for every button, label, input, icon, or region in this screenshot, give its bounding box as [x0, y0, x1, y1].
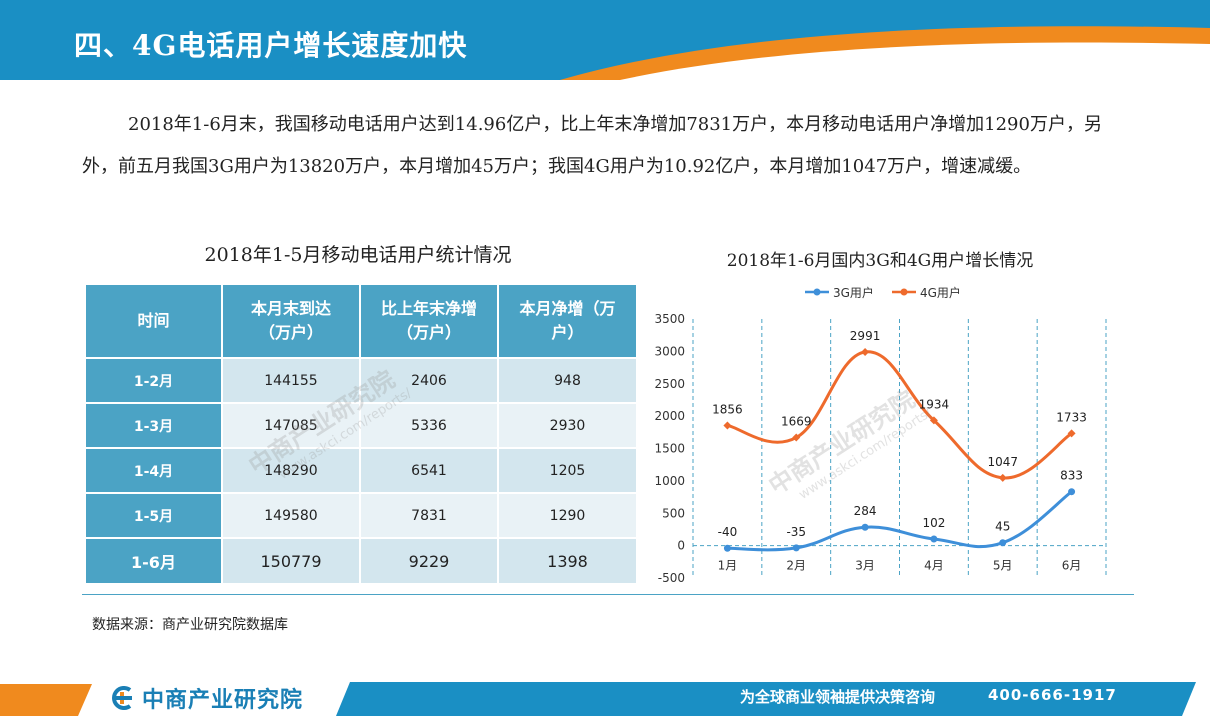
- company-logo-icon: [112, 686, 132, 710]
- data-label: 1733: [1056, 410, 1087, 424]
- row-net-ytd: 9229: [359, 537, 499, 585]
- y-tick-label: 3500: [654, 312, 685, 326]
- header-net-ytd: 比上年末净增 （万户）: [359, 283, 499, 359]
- row-net-month: 948: [497, 357, 638, 404]
- table-row: 1-5月 149580 7831 1290: [84, 492, 638, 539]
- chart-title: 2018年1-6月国内3G和4G用户增长情况: [726, 251, 1034, 271]
- data-label: 1047: [987, 455, 1018, 469]
- legend-label: 3G用户: [833, 285, 874, 300]
- stats-table: 时间 本月末到达 （万户） 比上年末净增 （万户） 本月净增（万 户） 1-2月 14…: [84, 283, 638, 585]
- y-tick-label: 3000: [654, 344, 685, 358]
- data-point: [1067, 429, 1076, 438]
- y-tick-label: 0: [677, 539, 685, 553]
- y-tick-label: 2500: [654, 377, 685, 391]
- y-tick-label: 2000: [654, 409, 685, 423]
- row-net-month: 1398: [497, 537, 638, 585]
- legend-marker: [900, 288, 908, 296]
- data-point: [999, 539, 1007, 547]
- header-time: 时间: [84, 283, 223, 359]
- series-line-3g: [727, 490, 1073, 552]
- row-net-ytd: 2406: [359, 357, 499, 404]
- footer-logo-text: 中商产业研究院: [142, 688, 304, 713]
- data-point: [861, 523, 869, 531]
- row-net-month: 1205: [497, 447, 638, 494]
- footer-background: [0, 682, 1196, 716]
- data-point: [930, 535, 938, 543]
- row-net-ytd: 5336: [359, 402, 499, 449]
- page-title: 四、4G电话用户增长速度加快: [74, 29, 468, 62]
- table-row: 1-3月 147085 5336 2930: [84, 402, 638, 449]
- row-reached: 148290: [221, 447, 361, 494]
- data-label: -40: [718, 525, 738, 539]
- row-period: 1-5月: [84, 492, 223, 539]
- table-row: 1-4月 148290 6541 1205: [84, 447, 638, 494]
- footer-slogan: 为全球商业领袖提供决策咨询: [740, 688, 936, 706]
- data-label: 1856: [712, 402, 743, 416]
- line-chart: 3G用户 4G用户 -500 0 500 1000 1500 2000 2500 3000 350…: [654, 285, 1107, 585]
- intro-paragraph: 2018年1-6月末，我国移动电话用户达到14.96亿户，比上年末净增加7831…: [82, 114, 1102, 177]
- data-label: 833: [1060, 469, 1083, 483]
- row-period: 1-2月: [84, 357, 223, 404]
- header-background: [0, 0, 1210, 80]
- data-point: [723, 421, 732, 430]
- header-reached: 本月末到达 （万户）: [221, 283, 361, 359]
- data-source: 数据来源：商产业研究院数据库: [92, 617, 288, 633]
- table-header-row: 时间 本月末到达 （万户） 比上年末净增 （万户） 本月净增（万 户）: [84, 283, 638, 359]
- legend-label: 4G用户: [920, 285, 961, 300]
- x-tick-label: 4月: [924, 559, 944, 573]
- row-reached: 144155: [221, 357, 361, 404]
- x-axis: 1月 2月 3月 4月 5月 6月: [718, 559, 1082, 573]
- data-point: [861, 347, 870, 356]
- source-divider: [82, 594, 1134, 595]
- row-period: 1-6月: [84, 537, 223, 585]
- footer-logo: 中商产业研究院: [108, 682, 303, 714]
- data-point: [723, 544, 731, 552]
- row-reached: 147085: [221, 402, 361, 449]
- data-label: 1934: [919, 397, 950, 411]
- y-tick-label: 1500: [654, 442, 685, 456]
- row-period: 1-4月: [84, 447, 223, 494]
- series-line-4g: [727, 350, 1073, 480]
- y-tick-label: -500: [658, 571, 685, 585]
- row-net-ytd: 7831: [359, 492, 499, 539]
- footer-bar: [0, 676, 1210, 716]
- chart-grid: [692, 319, 1107, 578]
- data-label: -35: [786, 525, 806, 539]
- chart-legend: 3G用户 4G用户: [805, 285, 961, 300]
- y-tick-label: 1000: [654, 474, 685, 488]
- data-label: 102: [922, 516, 945, 530]
- data-label: 1669: [781, 415, 812, 429]
- row-net-ytd: 6541: [359, 447, 499, 494]
- data-point: [1068, 488, 1076, 496]
- data-label: 45: [995, 520, 1010, 534]
- row-net-month: 2930: [497, 402, 638, 449]
- table-row: 1-2月 144155 2406 948: [84, 357, 638, 404]
- x-tick-label: 1月: [718, 559, 738, 573]
- data-point: [792, 544, 800, 552]
- x-tick-label: 3月: [855, 559, 875, 573]
- data-label: 2991: [850, 329, 881, 343]
- row-reached: 150779: [221, 537, 361, 585]
- row-net-month: 1290: [497, 492, 638, 539]
- header-banner: 四、4G电话用户增长速度加快: [0, 0, 1210, 80]
- x-tick-label: 5月: [993, 559, 1013, 573]
- x-tick-label: 6月: [1062, 559, 1082, 573]
- data-point: [998, 473, 1007, 482]
- footer-phone: 400-666-1917: [988, 686, 1117, 704]
- data-label: 284: [854, 504, 877, 518]
- row-reached: 149580: [221, 492, 361, 539]
- legend-marker: [813, 288, 821, 296]
- data-point: [792, 433, 801, 442]
- data-point: [929, 416, 938, 425]
- chart-series: -40 -35 284 102 45 833 1856 1669 2991 1934 1047 173…: [712, 329, 1087, 552]
- y-tick-label: 500: [662, 506, 685, 520]
- table-row: 1-6月 150779 9229 1398: [84, 537, 638, 585]
- header-net-month: 本月净增（万 户）: [497, 283, 638, 359]
- x-tick-label: 2月: [786, 559, 806, 573]
- table-title: 2018年1-5月移动电话用户统计情况: [204, 244, 512, 266]
- y-axis: -500 0 500 1000 1500 2000 2500 3000 3500: [654, 312, 685, 585]
- row-period: 1-3月: [84, 402, 223, 449]
